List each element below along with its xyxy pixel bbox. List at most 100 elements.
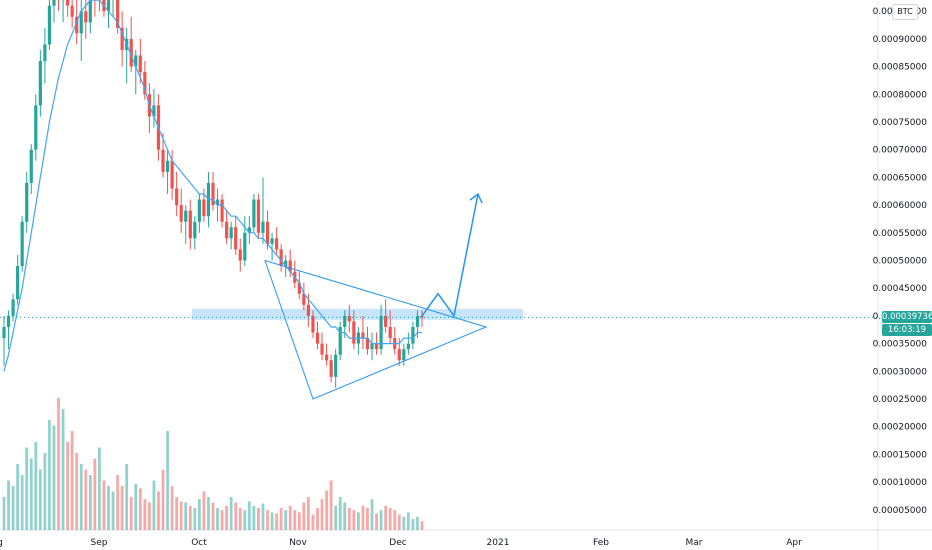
candle-body xyxy=(374,343,379,350)
volume-bar xyxy=(302,502,306,530)
volume-bar xyxy=(247,501,251,530)
candle-body xyxy=(52,0,56,6)
price-tick-label: 0.00030000 xyxy=(873,367,928,377)
price-tick-label: 0.00010000 xyxy=(873,478,928,488)
volume-bar xyxy=(107,486,110,530)
volume-bar xyxy=(197,499,201,530)
candle-body xyxy=(66,0,70,6)
volume-bar xyxy=(147,502,151,530)
candle-body xyxy=(29,149,33,183)
volume-bar xyxy=(175,497,179,530)
price-tick-label: 0.00025000 xyxy=(873,395,928,405)
time-tick-label: Aug xyxy=(0,538,3,548)
candle-body xyxy=(275,238,279,250)
time-tick-label: Feb xyxy=(593,538,609,548)
candle-body xyxy=(20,221,24,267)
volume-bar xyxy=(361,505,365,530)
candle-body xyxy=(70,5,74,17)
candle-body xyxy=(11,299,15,316)
volume-bar xyxy=(179,501,183,530)
moving-average xyxy=(3,0,422,372)
candle-body xyxy=(320,343,324,355)
price-tick-label: 0.00020000 xyxy=(873,423,928,433)
volume-bar xyxy=(225,505,229,530)
volume-bar xyxy=(238,508,242,530)
projection-arrow xyxy=(421,193,479,318)
volume-bar xyxy=(48,420,51,530)
last-price-label: 0.00039736 xyxy=(882,311,932,324)
volume-bar xyxy=(25,447,29,530)
candle-body xyxy=(25,182,29,222)
volume-bar xyxy=(266,510,269,530)
volume-bar xyxy=(184,502,188,530)
candle-body xyxy=(138,55,142,73)
candle-body xyxy=(397,349,401,361)
candle-body xyxy=(88,0,92,23)
candle-body xyxy=(34,105,38,150)
volume-bar xyxy=(325,490,328,530)
volume-bar xyxy=(261,503,265,530)
candle-body xyxy=(279,249,283,267)
candle-body xyxy=(338,326,342,355)
candle-body xyxy=(188,210,192,239)
candle-body xyxy=(143,72,147,95)
candle-body xyxy=(120,27,124,50)
price-tick-label: 0.00070000 xyxy=(873,146,928,156)
volume-bar xyxy=(216,508,219,530)
volume-bar xyxy=(188,505,192,530)
candle-body xyxy=(134,55,138,67)
candle-body xyxy=(79,11,83,34)
candle-body xyxy=(420,315,424,318)
candle-body xyxy=(302,293,306,305)
volume-bar xyxy=(161,469,165,530)
arrow-head xyxy=(469,192,483,204)
time-tick-label: 2021 xyxy=(487,538,510,548)
candle-body xyxy=(315,332,320,344)
candle-body xyxy=(211,182,215,206)
bar-countdown-label: 16:03:19 xyxy=(882,324,932,337)
volume-bar xyxy=(293,510,297,530)
candle-body xyxy=(193,221,197,239)
trend-drawings xyxy=(0,192,878,400)
volume-bar xyxy=(384,505,388,530)
price-tick-label: 0.00085000 xyxy=(873,63,928,73)
volume-bar xyxy=(257,508,260,530)
candle-body xyxy=(365,338,370,350)
volume-bar xyxy=(284,510,288,530)
candle-body xyxy=(288,260,292,272)
resistance-zone xyxy=(192,308,523,320)
candle-body xyxy=(402,349,406,361)
candle-body xyxy=(184,210,188,222)
volume-bar xyxy=(352,510,356,530)
volume-bar xyxy=(170,486,174,530)
volume-bar xyxy=(366,508,369,530)
volume-bar xyxy=(288,505,292,530)
volume-bar xyxy=(66,442,70,530)
volume-bar xyxy=(2,497,6,530)
candle-body xyxy=(106,0,111,12)
time-tick-label: Apr xyxy=(786,538,802,548)
volume-bar xyxy=(116,475,119,530)
candle-body xyxy=(47,5,52,45)
volume-bar xyxy=(297,512,301,530)
volume-bars xyxy=(2,398,424,530)
volume-bar xyxy=(388,508,392,530)
price-tick-label: 0.00065000 xyxy=(873,173,928,183)
candle-body xyxy=(265,221,270,244)
candle-body xyxy=(379,315,383,350)
volume-bar xyxy=(29,458,33,530)
time-tick-label: Nov xyxy=(289,538,307,548)
candle-body xyxy=(170,160,174,189)
price-tick-label: 0.00090000 xyxy=(873,35,928,45)
price-tick-label: 0.00015000 xyxy=(873,450,928,460)
candle-body xyxy=(179,205,183,222)
candle-body xyxy=(343,315,347,327)
volume-bar xyxy=(93,458,97,530)
volume-bar xyxy=(16,464,20,530)
price-tick-label: 0.00005000 xyxy=(873,506,928,516)
symmetrical-triangle xyxy=(264,259,488,400)
volume-bar xyxy=(120,486,124,530)
volume-bar xyxy=(20,475,24,530)
candle-body xyxy=(129,38,133,67)
